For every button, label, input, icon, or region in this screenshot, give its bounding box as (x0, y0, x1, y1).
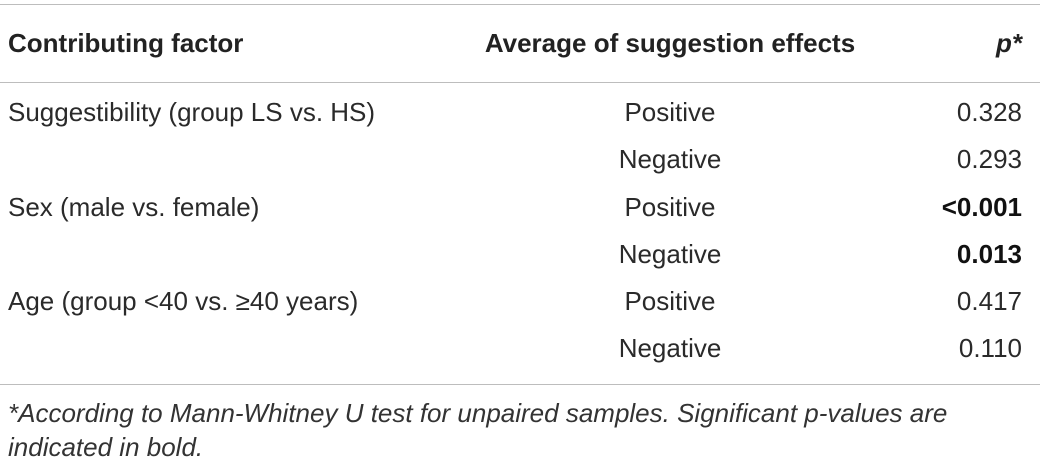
effect-cell: Positive (624, 97, 716, 127)
header-rule (0, 82, 1040, 83)
p-value-cell: 0.417 (956, 286, 1022, 316)
table-footnote: *According to Mann-Whitney U test for un… (8, 398, 948, 462)
p-value-cell: 0.293 (956, 144, 1022, 174)
table-row: Suggestibility (group LS vs. HS) Positiv… (0, 89, 1040, 136)
table-row: Negative 0.293 (0, 136, 1040, 183)
table-row: Age (group <40 vs. ≥40 years) Positive 0… (0, 278, 1040, 325)
effect-cell: Negative (618, 333, 722, 363)
top-rule (0, 4, 1040, 5)
table-row: Negative 0.110 (0, 325, 1040, 372)
p-value-cell-significant: 0.013 (956, 239, 1022, 269)
table-row: Negative 0.013 (0, 231, 1040, 278)
effect-cell: Negative (618, 239, 722, 269)
p-value-cell-significant: <0.001 (941, 192, 1022, 222)
factor-cell: Sex (male vs. female) (8, 192, 260, 222)
header-contributing-factor: Contributing factor (8, 28, 244, 58)
p-value-cell: 0.110 (958, 333, 1022, 363)
factor-cell: Age (group <40 vs. ≥40 years) (8, 286, 359, 316)
effect-cell: Positive (624, 286, 716, 316)
header-average-suggestion-effects: Average of suggestion effects (484, 28, 856, 58)
header-p-value: p* (996, 28, 1022, 58)
effect-cell: Positive (624, 192, 716, 222)
effect-cell: Negative (618, 144, 722, 174)
factor-cell: Suggestibility (group LS vs. HS) (8, 97, 376, 127)
p-value-cell: 0.328 (956, 97, 1022, 127)
bottom-rule (0, 384, 1040, 385)
table-row: Sex (male vs. female) Positive <0.001 (0, 184, 1040, 231)
